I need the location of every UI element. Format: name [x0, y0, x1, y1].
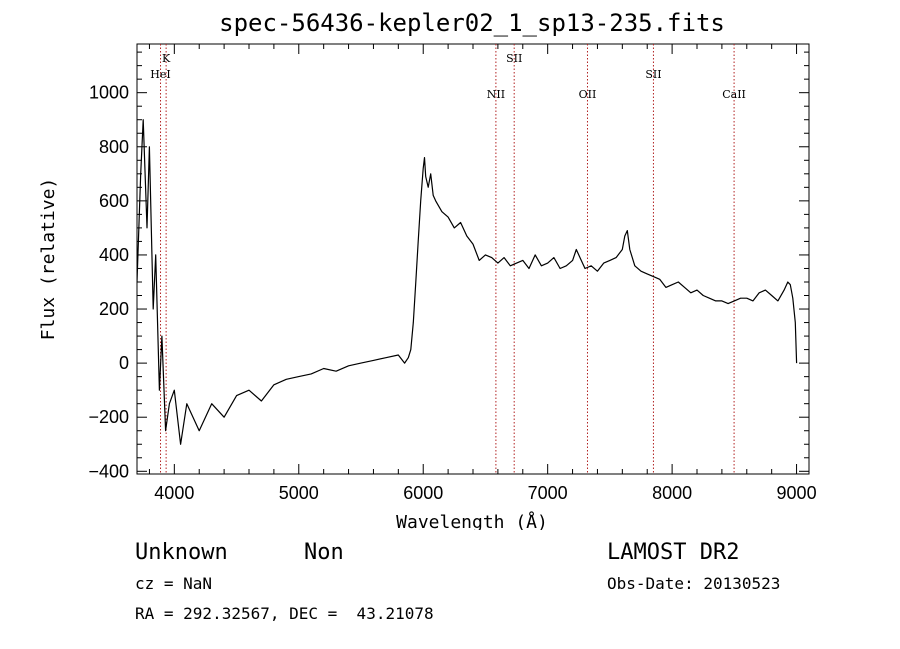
spectral-line-label: SII	[506, 52, 522, 65]
spectral-line-label: SII	[645, 68, 661, 81]
y-axis-label: Flux (relative)	[38, 178, 59, 341]
x-tick-label: 4000	[154, 483, 194, 503]
survey-label: LAMOST DR2	[607, 540, 740, 565]
y-tick-label: 600	[99, 191, 129, 211]
spectrum-chart: spec-56436-kepler02_1_sp13-235.fits K HeI…	[38, 9, 817, 530]
chart-title: spec-56436-kepler02_1_sp13-235.fits	[219, 9, 725, 37]
x-tick-label: 9000	[777, 483, 817, 503]
spectral-line-label: HeI	[150, 68, 170, 81]
spectral-line-label: NII	[487, 88, 505, 101]
spectral-line-markers: K HeI NII SII OII SII CaII	[150, 44, 746, 474]
y-tick-label: −400	[88, 461, 129, 481]
x-tick-label: 8000	[652, 483, 692, 503]
plot-frame	[136, 43, 810, 475]
object-class: Unknown	[135, 540, 228, 565]
y-tick-label: 0	[119, 353, 129, 373]
spectral-line-label: OII	[579, 88, 597, 101]
x-axis: 4000 5000 6000 7000 8000 9000	[148, 44, 817, 503]
y-tick-label: −200	[88, 407, 129, 427]
spectral-line-label: K	[162, 52, 171, 65]
redshift-value: cz = NaN	[135, 574, 213, 593]
y-tick-label: 400	[99, 245, 129, 265]
observation-date: Obs-Date: 20130523	[607, 574, 781, 593]
x-tick-label: 6000	[403, 483, 443, 503]
object-subclass: Non	[304, 540, 344, 565]
coordinates: RA = 292.32567, DEC = 43.21078	[135, 604, 434, 623]
spectral-line-label: CaII	[722, 88, 746, 101]
spectrum-series-line	[137, 119, 798, 445]
y-tick-label: 1000	[89, 83, 129, 103]
y-tick-label: 200	[99, 299, 129, 319]
series-layer	[137, 119, 798, 445]
x-tick-label: 7000	[528, 483, 568, 503]
x-tick-label: 5000	[279, 483, 319, 503]
x-axis-label: Wavelength (Å)	[396, 511, 548, 530]
y-tick-label: 800	[99, 137, 129, 157]
y-axis: −400 −200 0 200 400 600 800 1000	[88, 51, 809, 481]
